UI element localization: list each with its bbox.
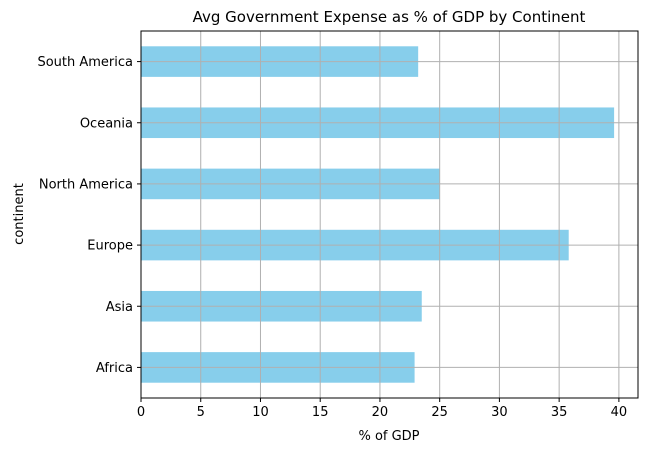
y-tick-label-europe: Europe — [87, 239, 133, 254]
x-tick-label: 0 — [137, 405, 145, 420]
y-tick-label-asia: Asia — [106, 300, 133, 315]
y-tick-label-oceania: Oceania — [80, 116, 133, 131]
grid-layer — [140, 31, 638, 398]
ticks-layer: 0 5 10 15 20 25 30 35 40 Africa Asia Europe North Am… — [37, 55, 627, 420]
x-tick-label: 35 — [551, 405, 568, 420]
x-tick-label: 25 — [431, 405, 448, 420]
x-tick-label: 5 — [197, 405, 205, 420]
x-tick-label: 20 — [372, 405, 389, 420]
x-tick-label: 40 — [611, 405, 628, 420]
y-tick-label-north-america: North America — [39, 177, 133, 192]
chart-title: Avg Government Expense as % of GDP by Co… — [193, 8, 586, 26]
y-axis-label: continent — [12, 183, 27, 245]
x-tick-label: 30 — [491, 405, 508, 420]
y-tick-label-africa: Africa — [96, 361, 133, 376]
y-tick-label-south-america: South America — [37, 55, 133, 70]
plot-frame — [140, 30, 639, 399]
x-axis-label: % of GDP — [358, 429, 419, 444]
x-tick-label: 15 — [312, 405, 329, 420]
bars-layer — [141, 46, 615, 383]
x-tick-label: 10 — [252, 405, 269, 420]
